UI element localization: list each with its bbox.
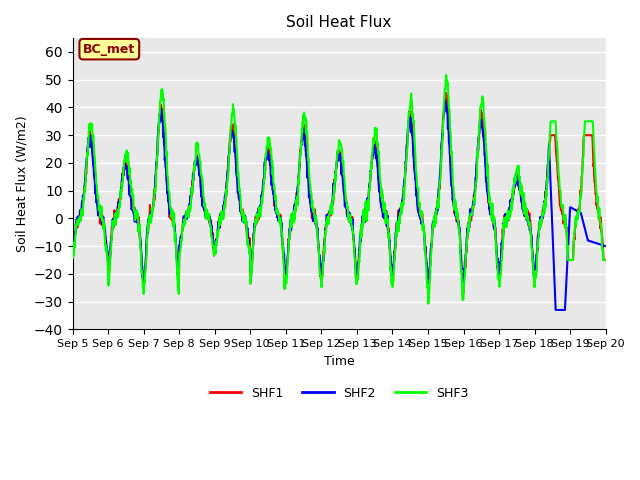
Legend: SHF1, SHF2, SHF3: SHF1, SHF2, SHF3 <box>205 382 474 405</box>
Text: BC_met: BC_met <box>83 43 136 56</box>
X-axis label: Time: Time <box>324 355 355 368</box>
Y-axis label: Soil Heat Flux (W/m2): Soil Heat Flux (W/m2) <box>15 115 28 252</box>
Title: Soil Heat Flux: Soil Heat Flux <box>287 15 392 30</box>
